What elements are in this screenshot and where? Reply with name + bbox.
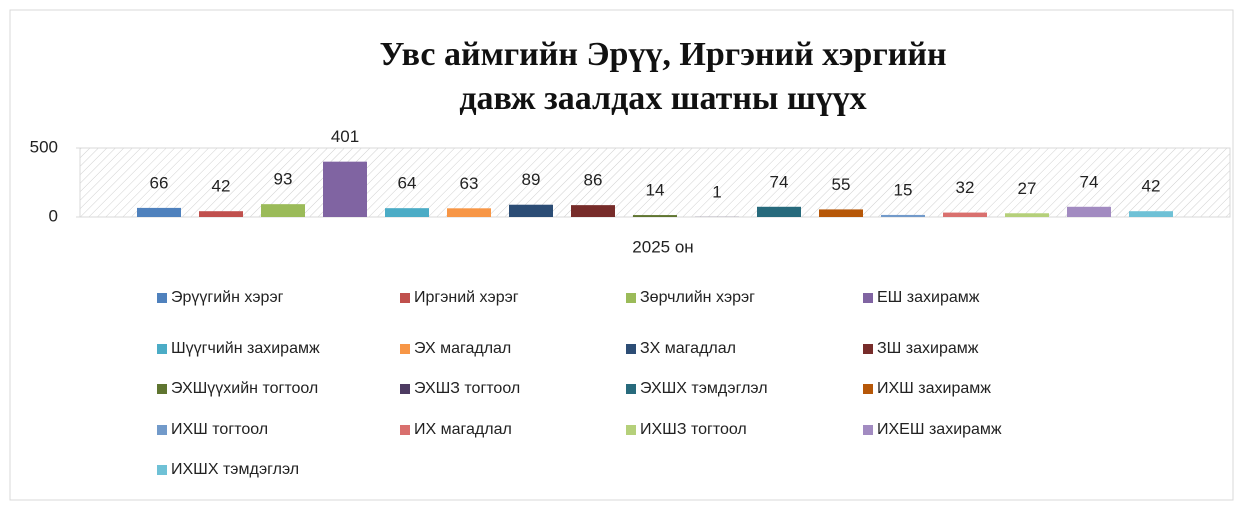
data-label: 401 (331, 127, 359, 146)
bar (819, 209, 863, 217)
data-label: 42 (212, 177, 231, 196)
bar (571, 205, 615, 217)
bar (757, 206, 801, 217)
bar (881, 214, 925, 217)
legend-swatch (400, 384, 410, 394)
legend-label: ИХШ захирамж (877, 380, 991, 397)
data-label: 93 (274, 170, 293, 189)
bar (633, 215, 677, 217)
bar (323, 161, 367, 217)
legend-label: Шүүгчийн захирамж (171, 340, 320, 357)
legend-swatch (157, 344, 167, 354)
data-label: 74 (770, 172, 789, 191)
x-tick-label: 2025 он (632, 237, 693, 256)
data-label: 55 (832, 175, 851, 194)
legend-swatch (626, 293, 636, 303)
bar (1005, 213, 1049, 217)
legend-swatch (400, 425, 410, 435)
legend-swatch (157, 384, 167, 394)
legend-label: Иргэний хэрэг (414, 289, 519, 306)
chart-frame (9, 9, 1234, 501)
bar (943, 212, 987, 217)
legend-swatch (863, 384, 873, 394)
legend-swatch (157, 425, 167, 435)
data-label: 89 (522, 170, 541, 189)
legend-swatch (626, 344, 636, 354)
legend-label: ИХЕШ захирамж (877, 421, 1002, 438)
legend-swatch (157, 465, 167, 475)
data-label: 15 (894, 180, 913, 199)
legend-label: ЭХШЗ тогтоол (414, 380, 520, 397)
bar (261, 204, 305, 217)
legend-swatch (400, 293, 410, 303)
bar (509, 204, 553, 217)
y-tick-label: 0 (49, 206, 58, 225)
data-label: 86 (584, 171, 603, 190)
legend-label: ЗШ захирамж (877, 340, 979, 357)
legend-label: Эрүүгийн хэрэг (171, 289, 284, 306)
data-label: 1 (712, 182, 721, 201)
legend-label: ИХШХ тэмдэглэл (171, 461, 299, 478)
y-tick-label: 500 (30, 137, 58, 156)
legend-label: ЭХШүүхийн тогтоол (171, 380, 318, 397)
legend-label: ЕШ захирамж (877, 289, 980, 306)
bar (447, 208, 491, 217)
data-label: 63 (460, 174, 479, 193)
legend-swatch (863, 293, 873, 303)
legend-label: Зөрчлийн хэрэг (640, 289, 755, 306)
chart-title: давж заалдах шатны шүүх (459, 80, 866, 117)
legend-swatch (626, 384, 636, 394)
legend-label: ИХ магадлал (414, 421, 512, 438)
legend-label: ЗХ магадлал (640, 340, 736, 357)
data-label: 66 (150, 173, 169, 192)
data-label: 64 (398, 174, 417, 193)
data-label: 14 (646, 181, 665, 200)
legend-label: ИХШ тогтоол (171, 421, 268, 438)
legend-swatch (863, 425, 873, 435)
data-label: 74 (1080, 172, 1099, 191)
legend-label: ЭХ магадлал (414, 340, 511, 357)
legend-swatch (626, 425, 636, 435)
data-label: 42 (1142, 177, 1161, 196)
bar (385, 208, 429, 217)
bar (199, 211, 243, 217)
legend-label: ЭХШХ тэмдэглэл (640, 380, 768, 397)
legend-swatch (863, 344, 873, 354)
bar (137, 207, 181, 217)
data-label: 32 (956, 178, 975, 197)
legend-swatch (157, 293, 167, 303)
legend-swatch (400, 344, 410, 354)
legend-label: ИХШЗ тогтоол (640, 421, 747, 438)
chart-title: Увс аймгийн Эрүү, Иргэний хэргийн (379, 36, 946, 73)
bar (1129, 211, 1173, 217)
data-label: 27 (1018, 179, 1037, 198)
bar (1067, 206, 1111, 217)
